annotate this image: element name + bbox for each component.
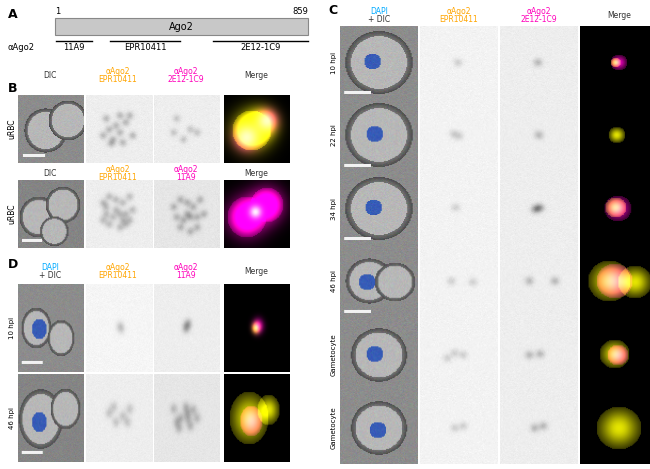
Text: EPR10411: EPR10411 — [124, 43, 166, 52]
Text: αAgo2: αAgo2 — [526, 8, 551, 16]
Text: DAPI: DAPI — [370, 8, 388, 16]
Text: EPR10411: EPR10411 — [99, 76, 137, 84]
Text: EPR10411: EPR10411 — [439, 15, 478, 24]
Text: Merge: Merge — [244, 168, 268, 177]
Text: 10 hpi: 10 hpi — [331, 52, 337, 74]
Text: uRBC: uRBC — [8, 119, 16, 139]
Text: 46 hpi: 46 hpi — [9, 407, 15, 429]
Text: DIC: DIC — [44, 70, 57, 80]
Text: 11A9: 11A9 — [176, 174, 196, 182]
Text: uRBC: uRBC — [8, 204, 16, 224]
Text: 11A9: 11A9 — [176, 272, 196, 280]
Text: αAgo2: αAgo2 — [174, 166, 198, 174]
Text: 22 hpi: 22 hpi — [331, 125, 337, 146]
Text: 11A9: 11A9 — [63, 43, 84, 52]
Text: Merge: Merge — [244, 70, 268, 80]
Text: αAgo2: αAgo2 — [106, 166, 130, 174]
Text: A: A — [8, 8, 18, 21]
Text: Gametocyte: Gametocyte — [331, 406, 337, 449]
Text: 2E12-1C9: 2E12-1C9 — [240, 43, 281, 52]
Text: EPR10411: EPR10411 — [99, 272, 137, 280]
Text: 34 hpi: 34 hpi — [331, 197, 337, 219]
Text: Merge: Merge — [607, 12, 631, 21]
Text: αAgo2: αAgo2 — [174, 68, 198, 76]
Text: EPR10411: EPR10411 — [99, 174, 137, 182]
Text: αAgo2: αAgo2 — [174, 264, 198, 272]
Text: 859: 859 — [292, 7, 308, 16]
Text: Ago2: Ago2 — [169, 22, 194, 31]
Bar — [55, 18, 308, 35]
Text: Merge: Merge — [244, 267, 268, 277]
Text: αAgo2: αAgo2 — [8, 43, 35, 52]
Text: αAgo2: αAgo2 — [106, 68, 130, 76]
Text: C: C — [328, 4, 337, 17]
Text: 46 hpi: 46 hpi — [331, 271, 337, 293]
Text: αAgo2: αAgo2 — [447, 8, 471, 16]
Text: Gametocyte: Gametocyte — [331, 333, 337, 376]
Text: 2E12-1C9: 2E12-1C9 — [168, 76, 204, 84]
Text: 1: 1 — [55, 7, 60, 16]
Text: D: D — [8, 258, 18, 271]
Text: αAgo2: αAgo2 — [106, 264, 130, 272]
Text: + DIC: + DIC — [368, 15, 390, 24]
Text: DIC: DIC — [44, 168, 57, 177]
Text: B: B — [8, 82, 18, 95]
Text: 2E12-1C9: 2E12-1C9 — [521, 15, 557, 24]
Text: + DIC: + DIC — [39, 272, 61, 280]
Text: 10 hpi: 10 hpi — [9, 317, 15, 339]
Text: DAPI: DAPI — [41, 264, 59, 272]
